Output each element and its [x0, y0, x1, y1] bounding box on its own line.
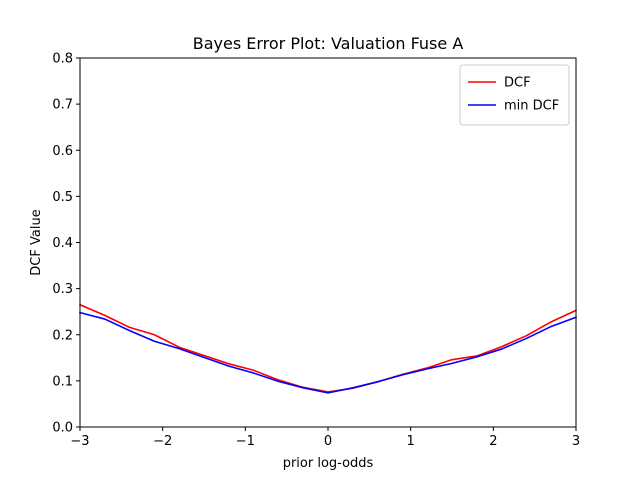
legend-box — [459, 64, 570, 126]
legend-label: min DCF — [504, 99, 559, 114]
y-tick-label: 0.0 — [52, 421, 73, 436]
y-axis-label: DCF Value — [29, 209, 44, 275]
y-tick-label: 0.1 — [52, 374, 73, 389]
series-layer — [78, 303, 578, 394]
x-tick-label: 2 — [489, 434, 497, 449]
y-axis: 0.0 0.1 0.2 0.3 0.4 0.5 0.6 0.7 0.8 — [52, 52, 80, 436]
x-tick-label: 3 — [572, 434, 580, 449]
legend-label: DCF — [504, 76, 531, 91]
y-tick-label: 0.4 — [52, 236, 73, 251]
x-tick-label: −1 — [236, 434, 255, 449]
x-axis: −3 −2 −1 0 1 2 3 — [70, 427, 580, 449]
y-tick-label: 0.6 — [52, 144, 73, 159]
chart-title: Bayes Error Plot: Valuation Fuse A — [193, 34, 464, 53]
y-tick-label: 0.3 — [52, 282, 73, 297]
series-line-min-dcf — [79, 311, 578, 394]
legend: DCF min DCF — [459, 64, 570, 126]
x-axis-label: prior log-odds — [283, 456, 374, 471]
x-tick-label: 1 — [407, 434, 415, 449]
y-tick-label: 0.7 — [52, 98, 73, 113]
series-line-dcf — [78, 303, 578, 393]
x-tick-label: −2 — [153, 434, 172, 449]
x-tick-label: −3 — [70, 434, 89, 449]
y-tick-label: 0.2 — [52, 328, 73, 343]
y-tick-label: 0.8 — [52, 52, 73, 67]
y-tick-label: 0.5 — [52, 190, 73, 205]
x-tick-label: 0 — [324, 434, 332, 449]
